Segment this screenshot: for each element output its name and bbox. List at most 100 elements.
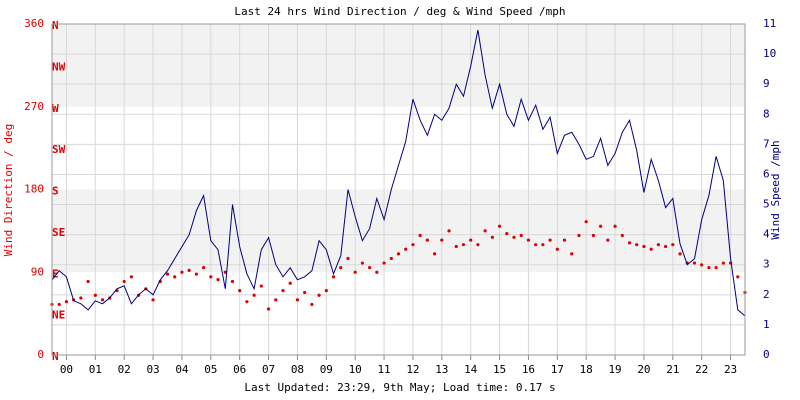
y2-tick-label: 8 [763,107,770,120]
direction-point [678,252,682,256]
direction-point [461,243,466,247]
direction-point [331,275,336,279]
direction-point [584,220,588,224]
direction-point [627,241,632,245]
footer: Last Updated: 23:29, 9th May; Load time:… [244,381,555,394]
direction-point [656,243,660,247]
direction-point [483,229,487,233]
direction-point [324,289,328,293]
direction-point [360,261,365,265]
direction-point [606,238,610,242]
direction-point [620,233,624,238]
direction-point [165,272,170,276]
direction-point [129,275,134,279]
direction-point [245,300,249,304]
direction-point [447,229,451,233]
direction-point [562,238,567,242]
x-tick-label: 03 [146,363,159,376]
direction-point [526,238,531,242]
x-tick-label: 08 [291,363,304,376]
direction-point [613,224,617,228]
x-tick-label: 13 [435,363,448,376]
direction-point [497,224,502,228]
compass-label: N [52,350,59,363]
direction-point [266,307,271,311]
x-tick-label: 05 [204,363,217,376]
x-tick-label: 12 [406,363,419,376]
x-tick-label: 17 [551,363,564,376]
direction-point [151,298,155,302]
direction-point [252,293,256,297]
direction-point [692,261,697,265]
direction-point [541,243,545,247]
direction-point [353,270,357,274]
x-tick-label: 10 [349,363,362,376]
direction-point [404,247,408,251]
x-tick-label: 02 [118,363,131,376]
y2-tick-label: 0 [763,348,770,361]
direction-point [238,289,242,293]
y2-tick-label: 4 [763,228,770,241]
direction-point [209,275,213,279]
x-tick-label: 09 [320,363,333,376]
direction-point [122,279,126,284]
direction-point [707,266,711,270]
direction-point [534,243,538,247]
direction-point [281,289,285,293]
direction-point [635,243,639,247]
y-tick-label: 270 [24,100,44,113]
direction-point [663,244,668,249]
x-tick-label: 19 [608,363,621,376]
direction-point [274,298,278,302]
direction-point [642,244,646,249]
y2-tick-label: 1 [763,318,770,331]
direction-point [721,261,725,265]
direction-point [79,296,83,300]
plot-frame [51,23,746,356]
direction-point [259,284,263,288]
direction-point [591,233,596,238]
direction-point [599,224,603,228]
direction-point [411,243,415,247]
direction-point [230,279,235,284]
direction-point [512,235,516,239]
direction-point [295,298,300,302]
y2-tick-label: 3 [763,258,770,271]
y2-tick-label: 6 [763,167,770,180]
direction-point [173,275,177,279]
direction-point [432,252,437,256]
direction-point [440,238,444,242]
direction-point [216,278,220,282]
x-tick-label: 01 [89,363,102,376]
direction-point [389,256,393,261]
x-tick-label: 06 [233,363,246,376]
x-tick-label: 11 [377,363,390,376]
compass-label: NE [52,309,65,322]
direction-point [382,261,386,265]
y-tick-label: 90 [31,265,44,278]
chart-title: Last 24 hrs Wind Direction / deg & Wind … [234,5,565,18]
y-tick-label: 0 [37,348,44,361]
direction-point [180,270,184,274]
direction-point [476,243,480,247]
x-tick-label: 20 [637,363,650,376]
direction-point [64,300,69,304]
x-tick-label: 23 [724,363,737,376]
compass-label: W [52,102,59,115]
y-tick-label: 180 [24,183,44,196]
shaded-band [52,24,745,107]
direction-point [375,270,379,274]
y2-tick-label: 7 [763,137,770,150]
compass-label: S [52,185,59,198]
direction-point [570,252,574,256]
direction-point [736,275,740,279]
direction-point [310,302,314,307]
compass-label: SW [52,143,66,156]
y2-tick-label: 10 [763,47,776,60]
y-axis-label: Wind Direction / deg [2,124,15,256]
direction-point [303,290,307,295]
compass-label: NW [52,60,66,73]
